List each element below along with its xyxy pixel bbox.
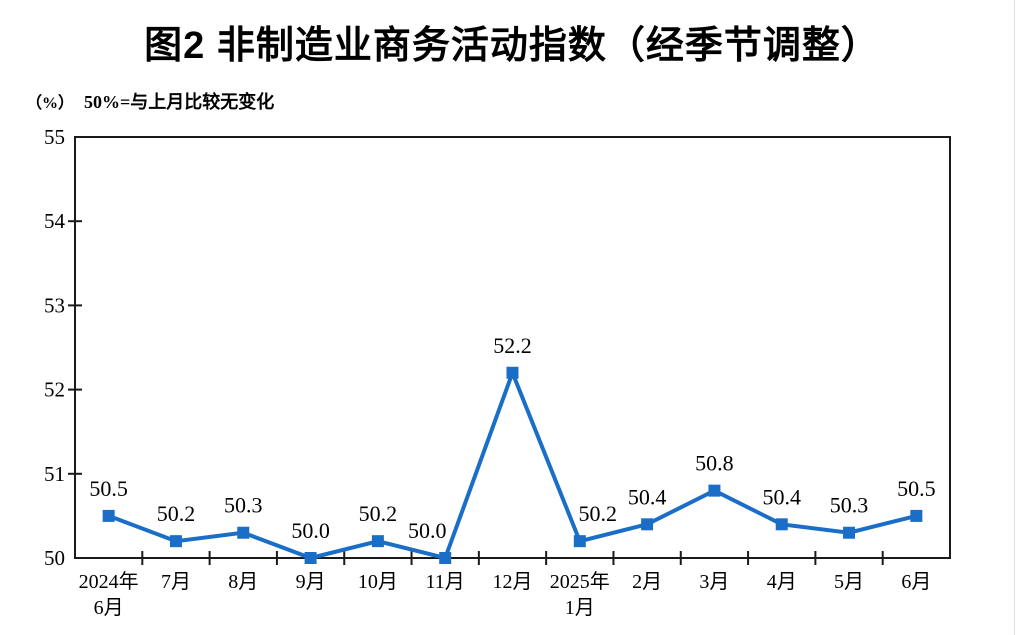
y-axis-tick-label: 53: [44, 293, 65, 317]
x-axis-label: 10月: [358, 571, 398, 593]
data-point-label: 50.2: [359, 501, 398, 526]
data-point-marker: [506, 366, 519, 379]
data-point-marker: [169, 535, 182, 548]
data-point-label: 50.8: [695, 451, 734, 476]
data-point-marker: [102, 509, 115, 522]
data-point-label: 50.4: [628, 484, 667, 509]
data-point-marker: [439, 552, 452, 564]
x-axis-label: 6月: [94, 597, 124, 619]
baseline-note: 50%=与上月比较无变化: [84, 92, 275, 112]
data-point-label: 50.2: [157, 501, 196, 526]
x-axis-label: 8月: [228, 571, 258, 593]
y-axis-tick-label: 54: [44, 209, 66, 233]
x-axis-label: 4月: [767, 571, 797, 593]
data-point-marker: [910, 509, 923, 522]
data-point-label: 50.5: [897, 476, 936, 501]
data-point-marker: [573, 535, 586, 548]
data-point-label: 50.2: [579, 501, 618, 526]
axis-unit-row: （%） 50%=与上月比较无变化: [26, 88, 274, 114]
y-axis-tick-label: 51: [44, 462, 65, 486]
data-point-marker: [775, 518, 788, 531]
x-axis-label: 9月: [296, 571, 326, 593]
page-edge-divider: [1014, 0, 1015, 635]
data-point-marker: [708, 484, 721, 497]
data-point-label: 52.2: [493, 333, 532, 358]
y-axis-tick-label: 50: [44, 546, 65, 570]
x-axis-label: 2025年: [550, 570, 610, 593]
x-axis-label: 6月: [901, 571, 931, 593]
data-point-marker: [237, 526, 250, 539]
x-axis-label: 7月: [161, 571, 191, 593]
x-axis-label: 2024年: [79, 570, 139, 593]
data-point-label: 50.3: [830, 493, 869, 518]
y-axis-tick-label: 52: [44, 378, 65, 402]
data-point-marker: [304, 552, 317, 564]
x-axis-label: 5月: [834, 571, 864, 593]
data-point-label: 50.0: [408, 518, 447, 543]
x-axis-label: 12月: [493, 571, 533, 593]
data-point-label: 50.0: [291, 518, 330, 543]
x-axis-label: 2月: [632, 571, 662, 593]
x-axis-label: 1月: [565, 597, 595, 619]
data-point-marker: [371, 535, 384, 548]
data-point-marker: [641, 518, 654, 531]
data-point-label: 50.3: [224, 493, 263, 518]
data-point-label: 50.4: [762, 484, 801, 509]
y-axis-unit-label: （%）: [26, 95, 75, 112]
plot-border: [74, 136, 951, 559]
data-point-marker: [843, 526, 856, 539]
x-axis-label: 11月: [426, 571, 465, 593]
y-axis-tick-label: 55: [44, 125, 65, 149]
data-point-label: 50.5: [89, 476, 128, 501]
chart-title: 图2 非制造业商务活动指数（经季节调整）: [144, 25, 880, 67]
data-series-line: [107, 367, 917, 561]
x-axis-label: 3月: [699, 571, 729, 593]
